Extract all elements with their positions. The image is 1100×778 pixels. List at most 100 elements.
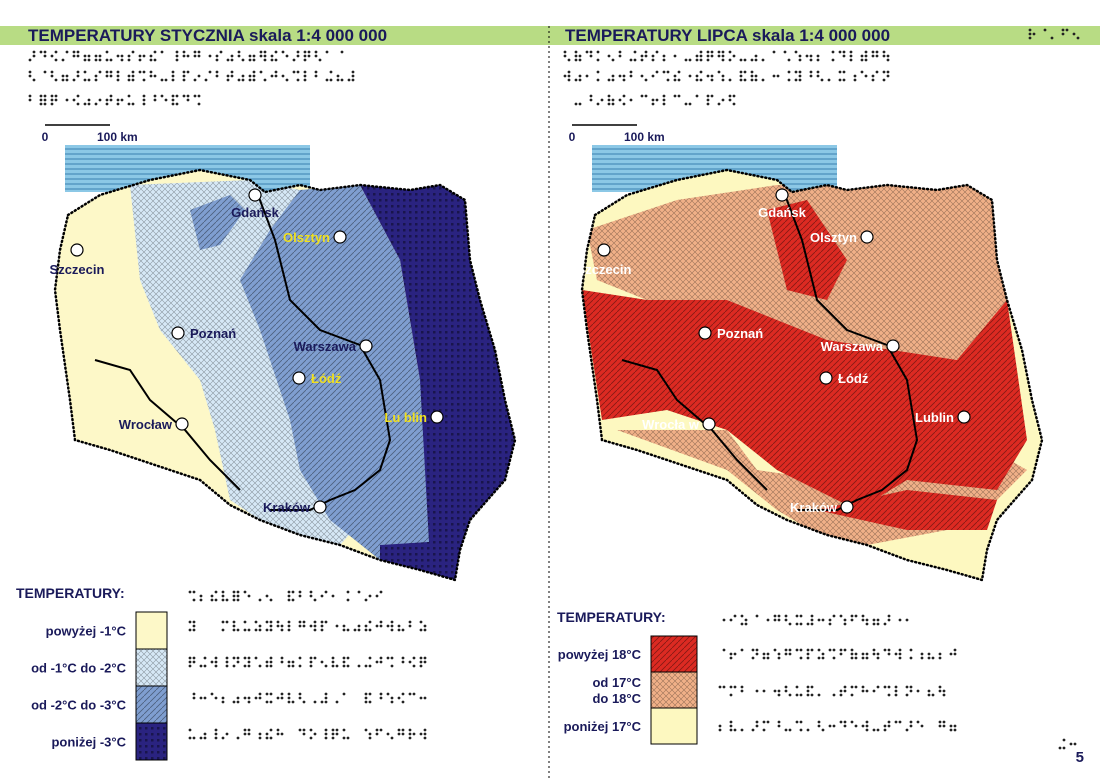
braille-dot bbox=[243, 590, 247, 594]
braille-dot bbox=[342, 728, 346, 732]
city-label: Łódź bbox=[838, 371, 869, 386]
braille-dot bbox=[192, 598, 196, 602]
braille-dot bbox=[309, 656, 313, 660]
braille-dot bbox=[423, 732, 427, 736]
braille-dot bbox=[607, 98, 611, 102]
braille-dot bbox=[65, 78, 69, 82]
braille-dot bbox=[320, 700, 324, 704]
braille-dot bbox=[744, 618, 748, 622]
braille-dot bbox=[142, 54, 146, 58]
braille-dot bbox=[806, 656, 810, 660]
braille-dot bbox=[872, 648, 876, 652]
braille-dot bbox=[673, 78, 677, 82]
braille-dot bbox=[942, 693, 946, 697]
braille bbox=[574, 94, 736, 106]
braille-dot bbox=[298, 656, 302, 660]
braille-dot bbox=[408, 624, 412, 628]
braille-dot bbox=[368, 594, 372, 598]
braille-dot bbox=[871, 78, 875, 82]
braille-dot bbox=[175, 102, 179, 106]
braille-dot bbox=[309, 594, 313, 598]
braille-dot bbox=[629, 58, 633, 62]
braille-dot bbox=[324, 590, 328, 594]
braille-dot bbox=[850, 614, 854, 618]
braille-dot bbox=[65, 50, 69, 54]
city-marker bbox=[698, 326, 712, 340]
braille-dot bbox=[313, 598, 317, 602]
braille-dot bbox=[50, 54, 54, 58]
braille-dot bbox=[717, 50, 721, 54]
braille-dot bbox=[320, 660, 324, 664]
braille-dot bbox=[644, 78, 648, 82]
braille-dot bbox=[754, 58, 758, 62]
braille-dot bbox=[699, 78, 703, 82]
braille-dot bbox=[72, 54, 76, 58]
city-marker bbox=[597, 243, 611, 257]
braille-dot bbox=[832, 724, 836, 728]
braille-dot bbox=[927, 652, 931, 656]
braille-dot bbox=[346, 628, 350, 632]
braille-dot bbox=[401, 660, 405, 664]
braille-dot bbox=[265, 700, 269, 704]
braille-dot bbox=[192, 656, 196, 660]
city-marker bbox=[333, 230, 347, 244]
braille-dot bbox=[274, 50, 278, 54]
braille-dot bbox=[706, 102, 710, 106]
braille-dot bbox=[252, 74, 256, 78]
braille-dot bbox=[252, 54, 256, 58]
braille-dot bbox=[861, 685, 865, 689]
braille-dot bbox=[109, 98, 113, 102]
braille-dot bbox=[357, 664, 361, 668]
braille-dot bbox=[721, 74, 725, 78]
braille-dot bbox=[795, 622, 799, 626]
braille-dot bbox=[39, 102, 43, 106]
braille-dot bbox=[280, 732, 284, 736]
braille-dot bbox=[755, 689, 759, 693]
braille-dot bbox=[762, 689, 766, 693]
braille-dot bbox=[894, 693, 898, 697]
braille-dot bbox=[1076, 36, 1080, 40]
braille-dot bbox=[799, 656, 803, 660]
braille-dot bbox=[236, 598, 240, 602]
braille-dot bbox=[839, 648, 843, 652]
braille-dot bbox=[72, 50, 76, 54]
braille-dot bbox=[182, 74, 186, 78]
braille-dot bbox=[182, 78, 186, 82]
braille-dot bbox=[116, 78, 120, 82]
braille-dot bbox=[397, 624, 401, 628]
braille-dot bbox=[43, 94, 47, 98]
braille-dot bbox=[353, 628, 357, 632]
braille-dot bbox=[109, 70, 113, 74]
braille-dot bbox=[186, 54, 190, 58]
city-marker bbox=[957, 410, 971, 424]
braille-dot bbox=[739, 78, 743, 82]
braille-dot bbox=[821, 652, 825, 656]
braille-dot bbox=[214, 590, 218, 594]
braille-dot bbox=[423, 656, 427, 660]
braille-dot bbox=[821, 728, 825, 732]
braille-dot bbox=[303, 74, 307, 78]
braille-dot bbox=[839, 689, 843, 693]
braille-dot bbox=[109, 58, 113, 62]
braille-dot bbox=[827, 78, 831, 82]
braille-dot bbox=[214, 696, 218, 700]
braille-dot bbox=[287, 660, 291, 664]
braille-dot bbox=[810, 622, 814, 626]
braille-dot bbox=[87, 98, 91, 102]
braille-dot bbox=[336, 74, 340, 78]
city-label: Poznań bbox=[717, 326, 763, 341]
braille-dot bbox=[214, 732, 218, 736]
city-marker bbox=[175, 417, 189, 431]
braille-dot bbox=[192, 736, 196, 740]
braille-dot bbox=[401, 700, 405, 704]
braille-dot bbox=[849, 54, 853, 58]
braille-dot bbox=[761, 78, 765, 82]
braille-dot bbox=[280, 692, 284, 696]
braille-dot bbox=[574, 50, 578, 54]
braille-dot bbox=[269, 736, 273, 740]
braille-dot bbox=[221, 590, 225, 594]
braille-dot bbox=[182, 94, 186, 98]
braille-dot bbox=[247, 660, 251, 664]
braille-dot bbox=[221, 736, 225, 740]
braille-dot bbox=[408, 620, 412, 624]
